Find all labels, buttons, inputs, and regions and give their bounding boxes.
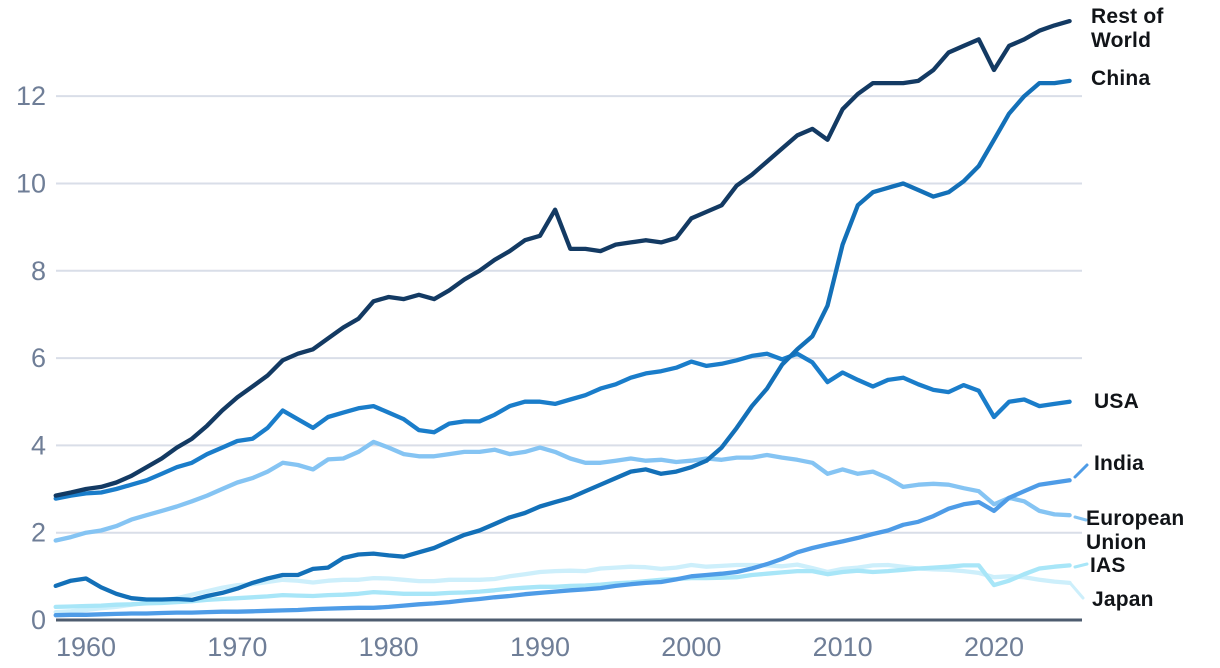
x-tick-label: 2010 bbox=[813, 632, 873, 662]
series-label-european-union: European Union bbox=[1086, 507, 1185, 554]
x-tick-label: 1980 bbox=[359, 632, 419, 662]
series-line-india bbox=[53, 478, 1072, 618]
series-line-ias bbox=[53, 563, 1072, 610]
y-tick-label: 10 bbox=[16, 168, 46, 198]
y-tick-label: 6 bbox=[31, 343, 46, 373]
x-tick-label: 2020 bbox=[964, 632, 1024, 662]
series-line-rest-of-world bbox=[53, 18, 1072, 498]
x-tick-label: 2000 bbox=[661, 632, 721, 662]
y-tick-label: 8 bbox=[31, 256, 46, 286]
x-tick-label: 1970 bbox=[207, 632, 267, 662]
series-line-european-union bbox=[53, 439, 1072, 543]
series-line-usa bbox=[53, 351, 1072, 501]
x-tick-label: 1990 bbox=[510, 632, 570, 662]
y-tick-label: 2 bbox=[31, 518, 46, 548]
label-leader-japan bbox=[1069, 582, 1085, 600]
series-label-rest-of-world: Rest of World bbox=[1091, 5, 1164, 52]
label-leader-european-union bbox=[1073, 515, 1088, 522]
x-tick-label: 1960 bbox=[56, 632, 116, 662]
y-tick-label: 0 bbox=[31, 605, 46, 635]
series-label-china: China bbox=[1091, 67, 1151, 90]
label-leader-india bbox=[1073, 463, 1089, 479]
series-line-japan bbox=[53, 562, 1072, 615]
y-tick-label: 12 bbox=[16, 81, 46, 111]
series-line-china bbox=[53, 78, 1072, 603]
series-label-ias: IAS bbox=[1090, 554, 1126, 577]
y-tick-label: 4 bbox=[31, 430, 46, 460]
label-leader-ias bbox=[1073, 562, 1089, 569]
series-label-usa: USA bbox=[1094, 390, 1139, 413]
series-label-india: India bbox=[1094, 452, 1145, 475]
series-label-japan: Japan bbox=[1092, 588, 1154, 611]
